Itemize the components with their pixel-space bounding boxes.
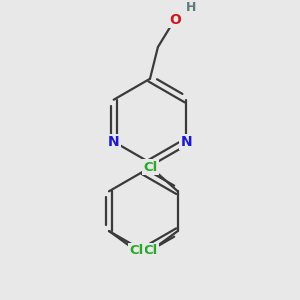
Text: Cl: Cl (129, 244, 143, 257)
Text: Cl: Cl (143, 160, 158, 173)
Text: Cl: Cl (143, 244, 158, 257)
Text: O: O (169, 13, 181, 27)
Text: N: N (181, 135, 192, 148)
Text: H: H (186, 1, 197, 14)
Text: N: N (108, 135, 119, 148)
